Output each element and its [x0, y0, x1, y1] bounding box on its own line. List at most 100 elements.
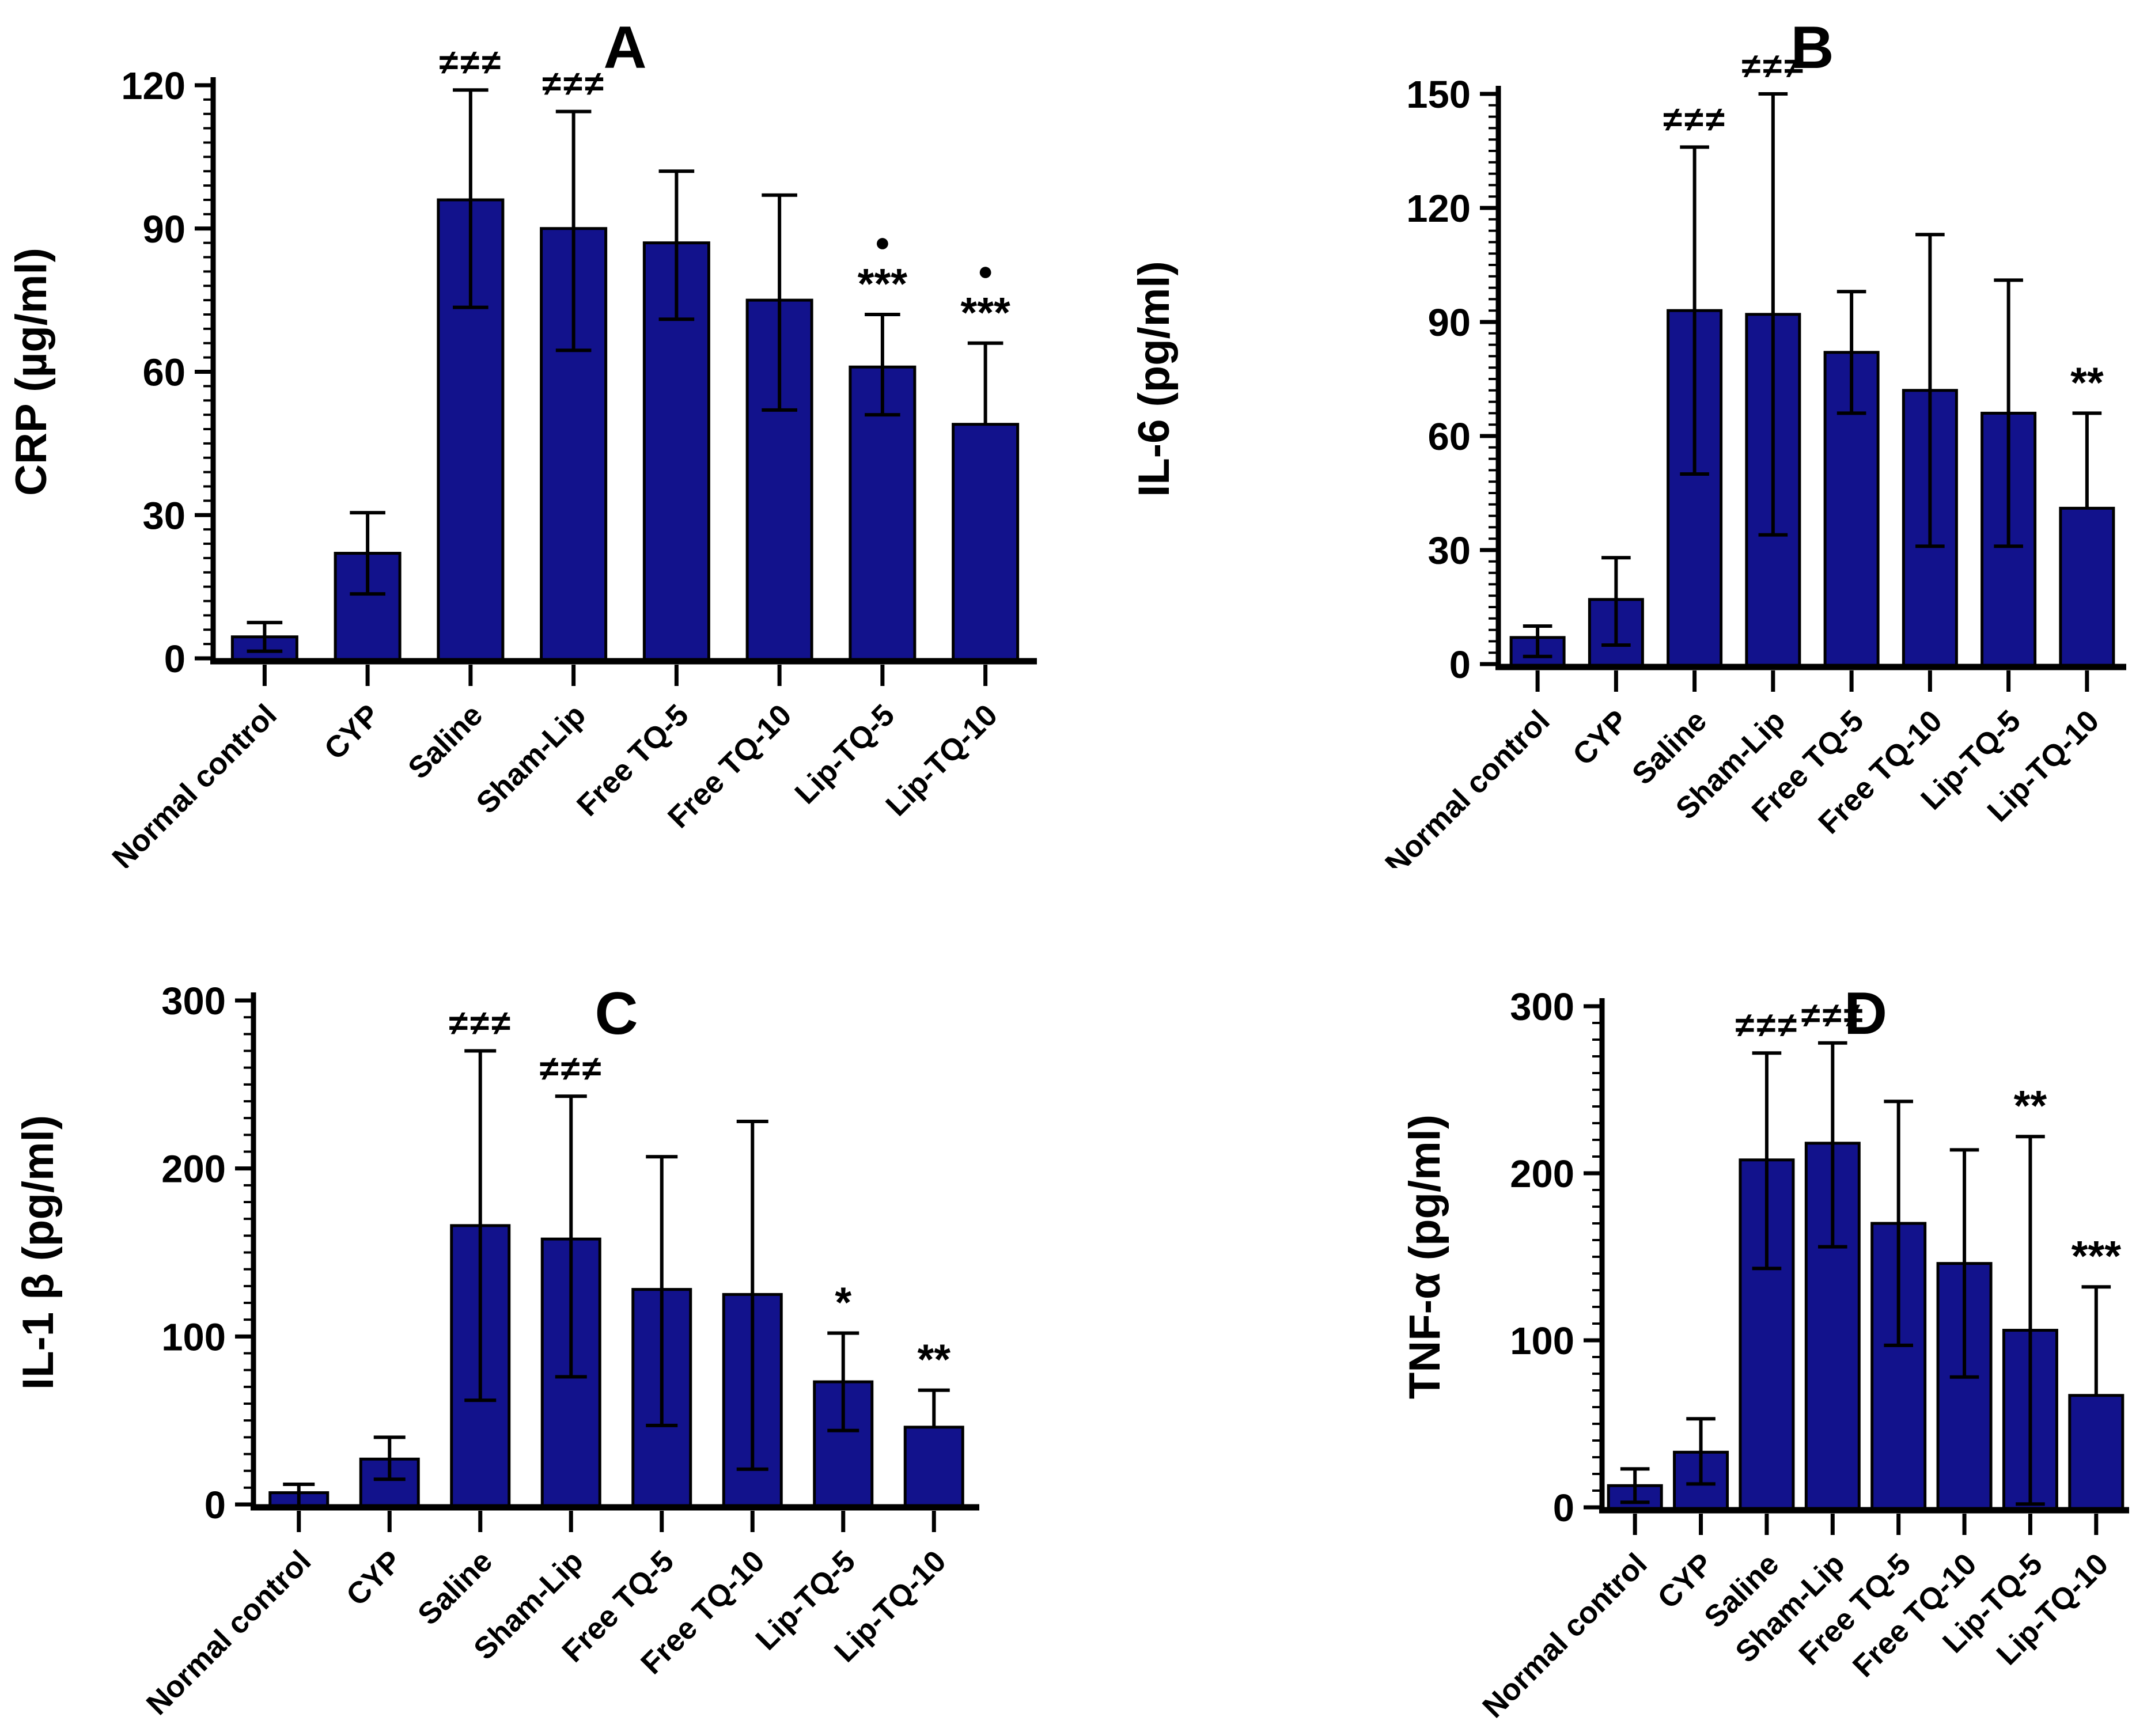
x-tick-label: Normal control	[1476, 1547, 1653, 1724]
chart-svg-a: A CRP (µg/ml) 0 30 60 90 120 Normal control CYP S…	[7, 14, 1037, 868]
bars: ≠≠≠≠≠≠***●***●	[230, 43, 1020, 661]
bar	[2059, 506, 2115, 667]
chart-svg-c: C IL-1 β (pg/ml) 0 100 200 300 Normal control C…	[14, 980, 979, 1722]
bar-group	[2059, 411, 2115, 667]
bar-group	[952, 341, 1020, 661]
y-tick-label: 120	[121, 65, 185, 108]
y-tick-label: 30	[142, 494, 185, 537]
x-tick-label: Saline	[411, 1544, 499, 1632]
bars: ≠≠≠≠≠≠***	[268, 1004, 964, 1510]
y-tick-label: 90	[142, 208, 185, 251]
bar-group	[2068, 1285, 2125, 1510]
bar-group	[359, 1435, 420, 1507]
bar-group	[437, 88, 505, 661]
bar-group	[1980, 278, 2037, 667]
x-tick-label: CYP	[1566, 704, 1635, 772]
bar-group	[450, 1049, 511, 1507]
bar-group	[1739, 1051, 1795, 1510]
y-tick-label: 120	[1406, 187, 1471, 230]
y-tick-label: 200	[1510, 1153, 1574, 1196]
y-tick-label: 0	[164, 638, 185, 681]
panel-title: C	[594, 980, 638, 1047]
bar-group	[903, 1388, 964, 1507]
chart-panel-a-crp: A CRP (µg/ml) 0 30 60 90 120 Normal control CYP S…	[0, 0, 1066, 868]
bar-group	[1509, 624, 1566, 667]
x-tick-label: Normal control	[1379, 704, 1556, 868]
y-tick-label: 30	[1427, 529, 1471, 573]
y-tick-label: 300	[1510, 985, 1574, 1029]
bar	[952, 423, 1020, 661]
bar-group	[1902, 233, 1958, 667]
significance-marker: ●	[978, 256, 994, 286]
bar-group	[1607, 1467, 1663, 1510]
bar-group	[1667, 145, 1723, 667]
y-axis-title: IL-1 β (pg/ml)	[14, 1115, 63, 1390]
significance-marker: **	[2014, 1082, 2047, 1129]
y-tick-label: 0	[1449, 643, 1471, 687]
bar-group	[722, 1120, 783, 1507]
bars: ≠≠≠ ≠≠≠*****	[1607, 996, 2125, 1510]
x-tick-label: Lip-TQ-10	[880, 698, 1005, 823]
y-tick-label: 100	[1510, 1320, 1574, 1363]
bar-group	[1673, 1417, 1729, 1510]
x-tick-label: CYP	[340, 1544, 408, 1613]
x-tick-label: CYP	[318, 698, 387, 767]
significance-marker: ≠≠≠	[1801, 996, 1865, 1034]
bar-group	[2002, 1135, 2058, 1510]
chart-panel-c-il1b: C IL-1 β (pg/ml) 0 100 200 300 Normal control C…	[0, 868, 1066, 1736]
significance-marker: *	[835, 1279, 851, 1326]
bar-group	[230, 620, 298, 661]
significance-marker: ≠≠≠	[541, 65, 605, 103]
significance-marker: **	[917, 1336, 950, 1384]
y-axis-title: IL-6 (pg/ml)	[1130, 261, 1179, 497]
bars: ≠≠≠ ≠≠≠ **	[1509, 47, 2115, 667]
bar-group	[540, 109, 608, 661]
bar-group	[1936, 1148, 1993, 1510]
significance-marker: ***	[2072, 1232, 2122, 1280]
chart-panel-b-il6: B IL-6 (pg/ml) 0 30 60 90 120 150 Normal control…	[1066, 0, 2132, 868]
y-tick-label: 60	[142, 351, 185, 395]
significance-marker: ***	[960, 289, 1010, 336]
bar-group	[1745, 92, 1801, 667]
bar-group	[849, 313, 917, 661]
significance-marker: ≠≠≠	[539, 1049, 603, 1087]
significance-marker: ***	[858, 260, 908, 308]
significance-marker: ≠≠≠	[448, 1004, 512, 1043]
significance-marker: ≠≠≠	[438, 43, 502, 81]
bar-group	[334, 511, 402, 661]
bar-group	[540, 1094, 601, 1507]
x-tick-label: Saline	[402, 698, 489, 786]
bar-group	[631, 1155, 692, 1507]
y-tick-label: 150	[1406, 73, 1471, 116]
bar-group	[268, 1483, 330, 1510]
significance-marker: ≠≠≠	[1663, 100, 1726, 138]
significance-marker: ≠≠≠	[1741, 47, 1805, 85]
bar-group	[1804, 1041, 1861, 1510]
x-tick-label: Normal control	[140, 1544, 317, 1722]
bar-group	[1823, 290, 1880, 667]
y-tick-label: 90	[1427, 301, 1471, 344]
panel-title: B	[1790, 14, 1834, 81]
bar-group	[813, 1331, 874, 1507]
bar	[903, 1426, 964, 1507]
chart-svg-b: B IL-6 (pg/ml) 0 30 60 90 120 150 Normal control…	[1130, 14, 2126, 868]
significance-marker: **	[2070, 358, 2104, 406]
y-axis-title: TNF-α (pg/ml)	[1400, 1115, 1449, 1399]
y-tick-label: 200	[161, 1148, 226, 1191]
bar-group	[1870, 1100, 1927, 1510]
y-axis-title: CRP (µg/ml)	[7, 248, 56, 496]
significance-marker: ●	[874, 227, 891, 257]
panel-title: A	[603, 14, 646, 81]
panel-title: D	[1844, 980, 1887, 1047]
bar-group	[745, 193, 813, 661]
y-tick-label: 100	[161, 1316, 226, 1359]
x-tick-label: Normal control	[106, 698, 283, 868]
y-tick-label: 0	[1553, 1487, 1574, 1530]
y-tick-label: 0	[205, 1484, 226, 1527]
bar	[2068, 1394, 2125, 1510]
y-tick-label: 60	[1427, 415, 1471, 458]
y-tick-label: 300	[161, 980, 226, 1023]
significance-marker: ≠≠≠	[1735, 1006, 1799, 1044]
